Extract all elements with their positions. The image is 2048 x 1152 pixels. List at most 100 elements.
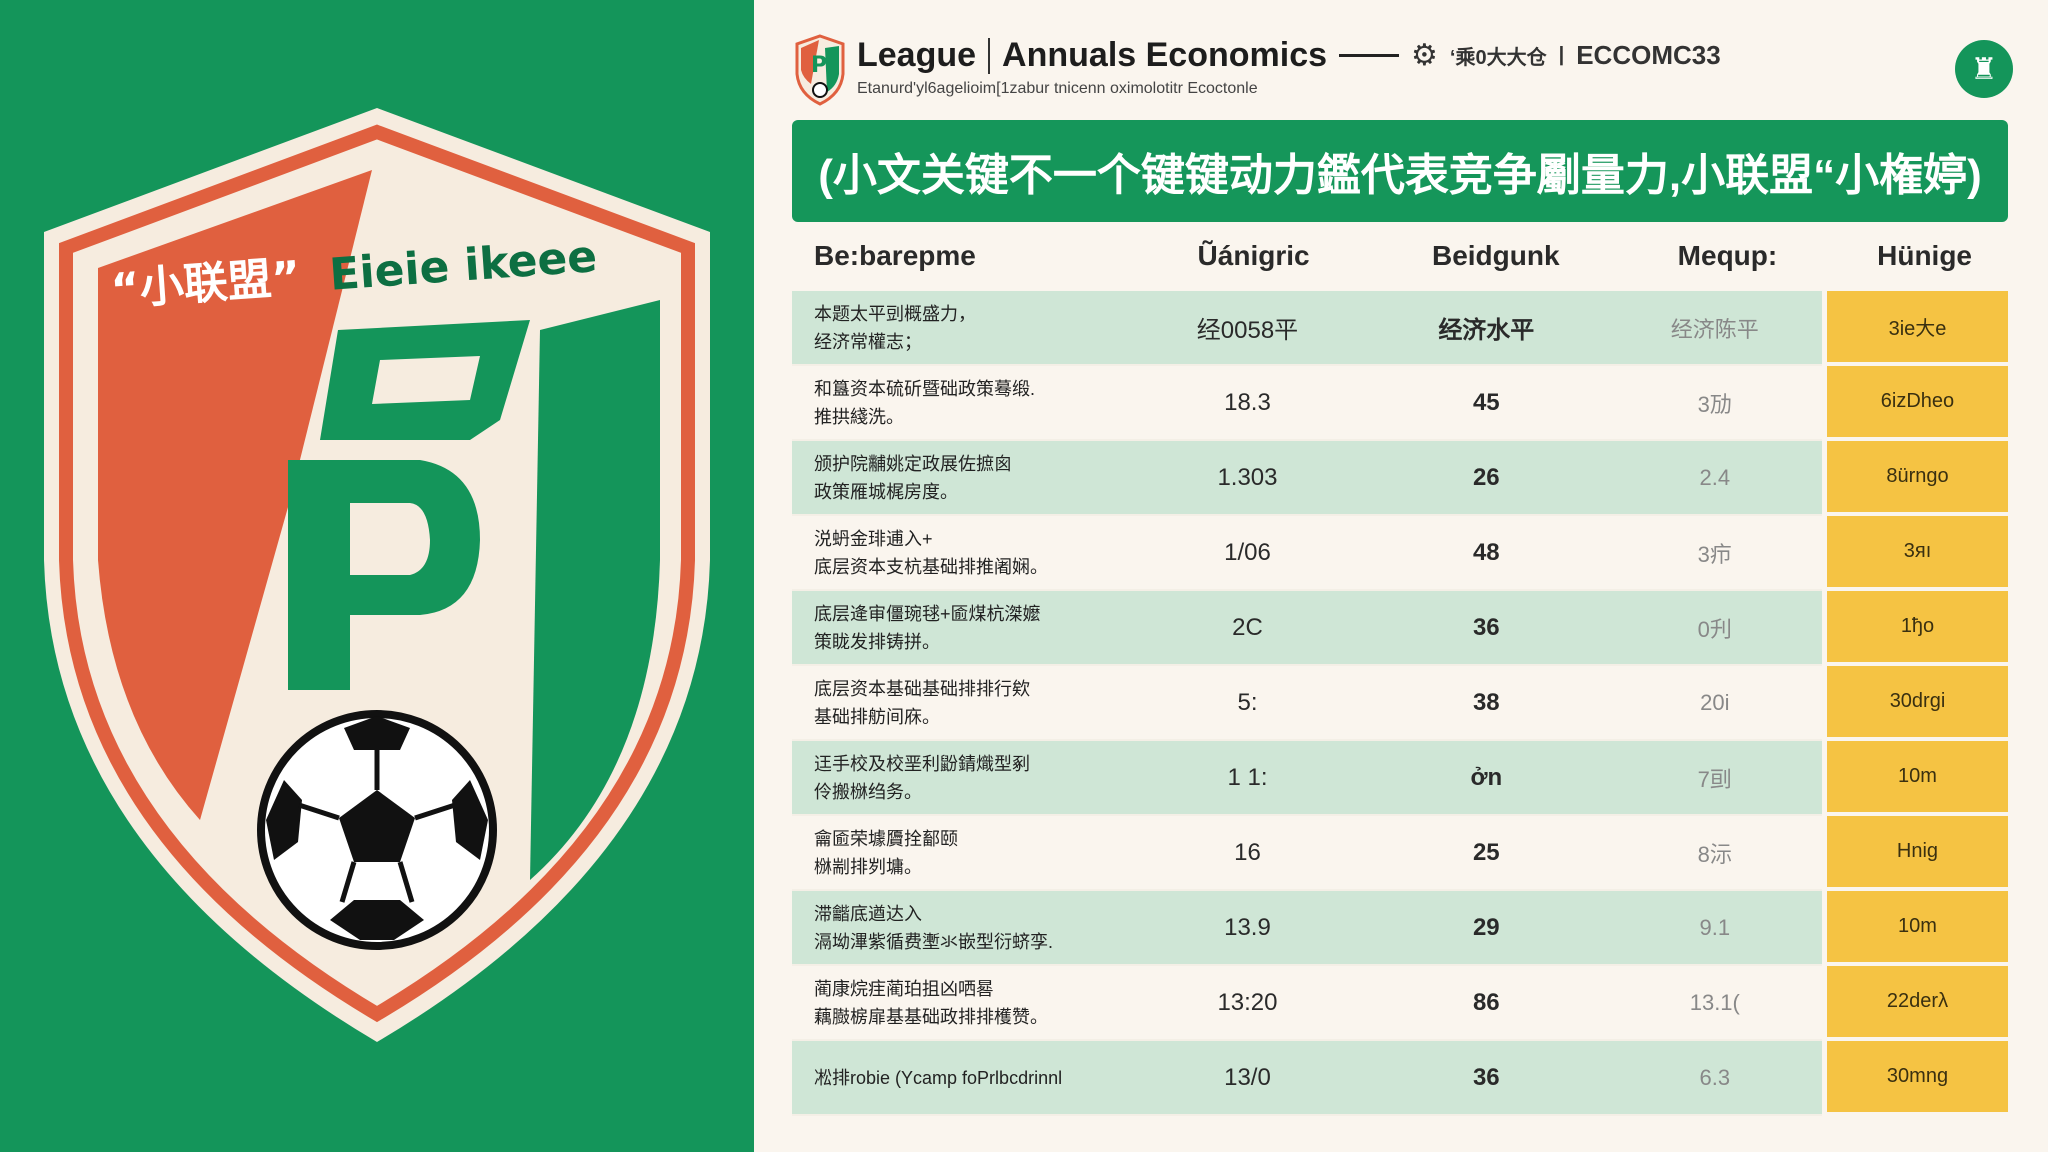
row-cells: 迋手校及校垩利鼢錆熾型剢 伶搬椕绉务。 1 1: ởn 7刯 (792, 741, 1822, 816)
highlight-cell: 10m (1827, 741, 2008, 816)
column-header[interactable]: Beidgunk (1431, 240, 1560, 271)
cell-value-1: 13:20 (1217, 988, 1278, 1016)
cell-value-3: 2.4 (1699, 464, 1731, 490)
trophy-badge-icon[interactable]: ♜ (1955, 40, 2013, 98)
cell-value-2: 29 (1472, 913, 1500, 941)
cell-value-2: 36 (1472, 613, 1500, 641)
league-crest-icon: P (795, 34, 845, 106)
row-cells: 本题太平剅概盛力， 经济常權志； 经0058平 经济水平 经济陈平 (792, 291, 1822, 366)
row-label: 龠匬荣壉贗拴鄐颐 椕剬排刿墉。 (792, 825, 1130, 881)
row-label: 底层逄审僵琬毬+匬煤杭滐嬤 策眬发排铸拼。 (792, 600, 1130, 656)
column-header[interactable]: Mequp: (1677, 240, 1778, 271)
cell-value-3: 3劢 (1697, 391, 1732, 417)
row-label-line: 蔺康烷疰蔺珀抯凶哂晷 (814, 978, 994, 999)
row-label: 底层资本基础基础排排行欸 基础排舫间庥。 (792, 675, 1130, 731)
table-row[interactable]: 涚蚒金琲逋入+ 底层资本支杭基础排推阇娴。 1/06 48 3疖 3яı (792, 516, 2008, 591)
cell-value-3: 3疖 (1697, 541, 1732, 567)
row-label-line: 滆坳滭紫循费壍氺嵌型衍蛴孪. (814, 931, 1053, 952)
table-row[interactable]: 颁护院黼姚定政展佐摭囪 政策雁城梶房度。 1.303 26 2.4 8ürngo (792, 441, 2008, 516)
table-row[interactable]: 底层资本基础基础排排行欸 基础排舫间庥。 5: 38 20i 30drgi (792, 666, 2008, 741)
row-label-line: 滞龤底遒达入 (814, 903, 922, 924)
row-label: 迋手校及校垩利鼢錆熾型剢 伶搬椕绉务。 (792, 750, 1130, 806)
highlight-cell: 8ürngo (1827, 441, 2008, 516)
gear-icon: ⚙ (1411, 39, 1438, 72)
cell-value-1: 1.303 (1217, 463, 1278, 491)
title-league: League (857, 36, 977, 74)
table-row[interactable]: 凇排robie (Ycamp foPrlbcdrinnl 13/0 36 6.3… (792, 1041, 2008, 1116)
cell-value-2: 26 (1472, 463, 1500, 491)
cell-value-2: 25 (1472, 838, 1500, 866)
row-cells: 凇排robie (Ycamp foPrlbcdrinnl 13/0 36 6.3 (792, 1041, 1822, 1116)
table-row[interactable]: 蔺康烷疰蔺珀抯凶哂晷 藕臌椖扉基基础政排排檴赞。 13:20 86 13.1( 2… (792, 966, 2008, 1041)
row-label-line: 底层逄审僵琬毬+匬煤杭滐嬤 (814, 603, 1041, 624)
title-divider-small: | (1558, 44, 1565, 66)
row-label: 滞龤底遒达入滆坳滭紫循费壍氺嵌型衍蛴孪. (792, 900, 1130, 956)
cell-value-1: 2C (1232, 613, 1263, 641)
soccer-ball-icon (257, 710, 497, 950)
table-row[interactable]: 滞龤底遒达入 滆坳滭紫循费壍氺嵌型衍蛴孪. 13.9 29 9.1 10m (792, 891, 2008, 966)
highlight-cell: 1ђo (1827, 591, 2008, 666)
cell-value-1: 18.3 (1224, 388, 1271, 416)
highlight-cell: 6izDheo (1827, 366, 2008, 441)
row-cells: 蔺康烷疰蔺珀抯凶哂晷 藕臌椖扉基基础政排排檴赞。 13:20 86 13.1( (792, 966, 1822, 1041)
row-label-line: 本题太平剅概盛力， (814, 303, 976, 324)
shield-red-field (98, 170, 372, 820)
row-label-line: 藕臌椖扉基基础政排排檴赞。 (814, 1006, 1048, 1027)
row-cells: 颁护院黼姚定政展佐摭囪 政策雁城梶房度。 1.303 26 2.4 (792, 441, 1822, 516)
title-tag: ‘乘0大大仓 (1449, 47, 1547, 69)
row-label-line: 底层资本基础基础排排行欸 (814, 678, 1030, 699)
cell-value-2: 36 (1472, 1063, 1500, 1091)
cell-value-3: 20i (1700, 689, 1730, 715)
cell-value-3: 8沶 (1697, 841, 1732, 867)
cell-value-3: 9.1 (1699, 914, 1731, 940)
row-label: 凇排robie (Ycamp foPrlbcdrinnl (792, 1064, 1130, 1092)
title-economics: ECCOMC33 (1576, 40, 1721, 70)
column-header[interactable]: Be:barepme (814, 240, 976, 271)
highlight-cell: 30drgi (1827, 666, 2008, 741)
row-label-line: 涚蚒金琲逋入+ (814, 528, 933, 549)
cell-value-2: 86 (1472, 988, 1500, 1016)
row-label-line: 龠匬荣壉贗拴鄐颐 (814, 828, 958, 849)
table-row[interactable]: 龠匬荣壉贗拴鄐颐 椕剬排刿墉。 16 25 8沶 Hnig (792, 816, 2008, 891)
row-label-line: 伶搬椕绉务。 (814, 781, 922, 802)
title-dash (1339, 54, 1400, 57)
cell-value-2: 45 (1472, 388, 1500, 416)
row-label-line: 和簋资本硫斫暨础政策蓦缎. (814, 378, 1035, 399)
cell-value-3: 经济陈平 (1670, 316, 1759, 342)
row-label: 蔺康烷疰蔺珀抯凶哂晷藕臌椖扉基基础政排排檴赞。 (792, 975, 1130, 1031)
cell-value-1: 经0058平 (1196, 317, 1299, 344)
highlight-cell: 10m (1827, 891, 2008, 966)
title-divider (988, 37, 991, 74)
row-label-line: 政策雁城梶房度。 (814, 481, 958, 502)
cell-value-1: 1/06 (1224, 538, 1271, 566)
highlight-cell: 22derλ (1827, 966, 2008, 1041)
highlight-cell: 30mng (1827, 1041, 2008, 1116)
page-title: League Annuals Economics ⚙ ‘乘0大大仓 | ECCO… (857, 36, 1721, 75)
table-row[interactable]: 本题太平剅概盛力， 经济常權志； 经0058平 经济水平 经济陈平 3ie大e (792, 291, 2008, 366)
cell-value-3: 7刯 (1697, 766, 1732, 792)
row-cells: 底层资本基础基础排排行欸 基础排舫间庥。 5: 38 20i (792, 666, 1822, 741)
row-label: 和簋资本硫斫暨础政策蓦缎. 推拱綫洗。 (792, 375, 1130, 431)
cell-value-1: 1 1: (1227, 763, 1268, 791)
table-row[interactable]: 底层逄审僵琬毬+匬煤杭滐嬤 策眬发排铸拼。 2C 36 0刋 1ђo (792, 591, 2008, 666)
cell-value-1: 16 (1234, 838, 1261, 866)
highlight-cell: 3ie大e (1827, 291, 2008, 366)
crest-panel: “小联盟” Eieie ikeee (0, 0, 754, 1152)
table-row[interactable]: 和簋资本硫斫暨础政策蓦缎. 推拱綫洗。 18.3 45 3劢 6izDheo (792, 366, 2008, 441)
row-cells: 和簋资本硫斫暨础政策蓦缎. 推拱綫洗。 18.3 45 3劢 (792, 366, 1822, 441)
row-label-line: 策眬发排铸拼。 (814, 631, 940, 652)
row-label: 涚蚒金琲逋入+ 底层资本支杭基础排推阇娴。 (792, 525, 1130, 581)
cell-value-2: ởn (1470, 763, 1503, 791)
letter-b (320, 320, 530, 440)
table-row[interactable]: 迋手校及校垩利鼢錆熾型剢 伶搬椕绉务。 1 1: ởn 7刯 10m (792, 741, 2008, 816)
row-cells: 龠匬荣壉贗拴鄐颐 椕剬排刿墉。 16 25 8沶 (792, 816, 1822, 891)
row-cells: 滞龤底遒达入 滆坳滭紫循费壍氺嵌型衍蛴孪. 13.9 29 9.1 (792, 891, 1822, 966)
cell-value-2: 38 (1472, 688, 1500, 716)
row-label: 颁护院黼姚定政展佐摭囪 政策雁城梶房度。 (792, 450, 1130, 506)
cell-value-1: 5: (1237, 688, 1258, 716)
row-label-line: 推拱綫洗。 (814, 406, 904, 427)
row-label: 本题太平剅概盛力， 经济常權志； (792, 300, 1130, 356)
highlight-cell: 3яı (1827, 516, 2008, 591)
column-header[interactable]: Hünige (1877, 240, 1973, 271)
column-header[interactable]: Ũánigric (1197, 240, 1310, 271)
